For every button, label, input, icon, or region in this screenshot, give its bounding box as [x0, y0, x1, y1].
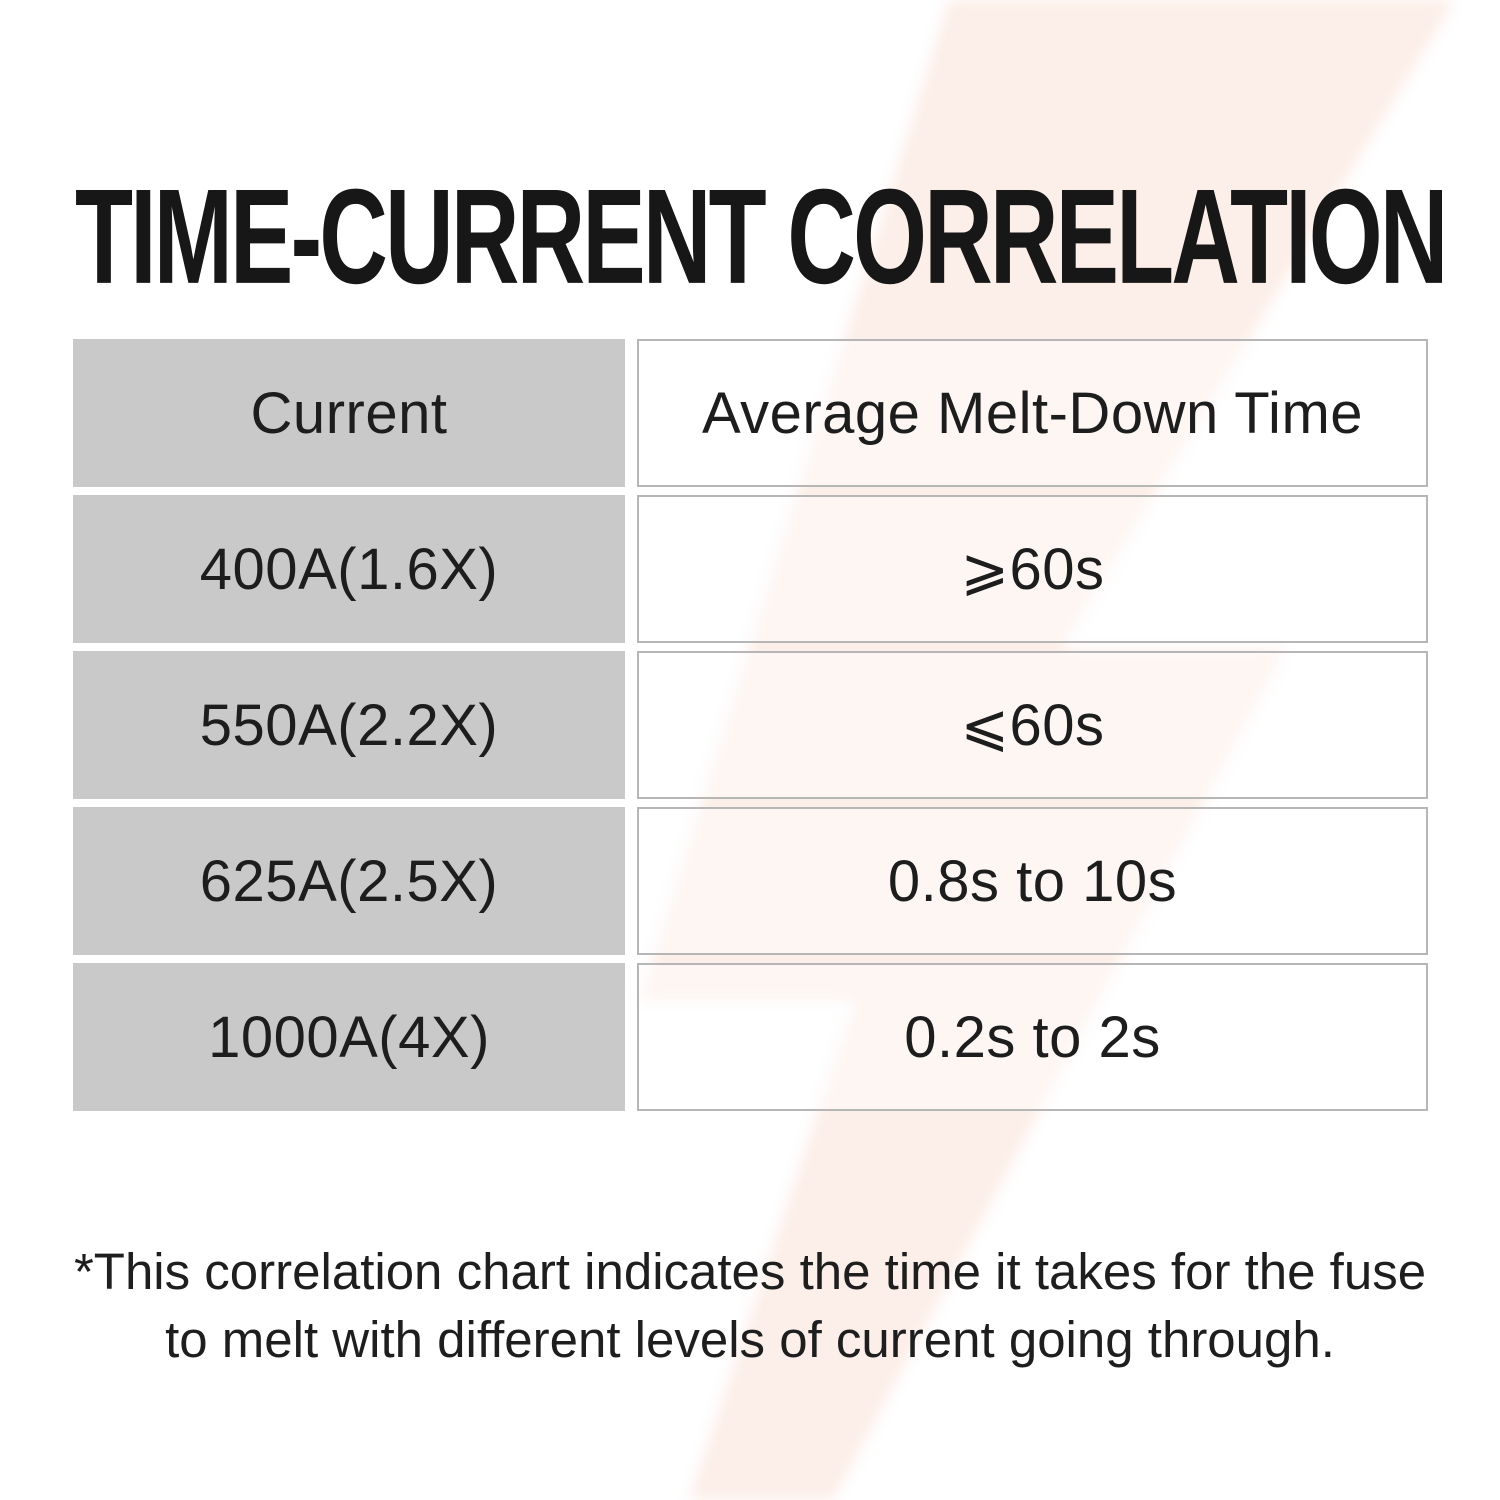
current-cell: 1000A(4X) — [73, 963, 625, 1111]
footnote: *This correlation chart indicates the ti… — [0, 1238, 1500, 1374]
correlation-table: Current Average Melt-Down Time 400A(1.6X… — [73, 339, 1428, 1111]
column-header-melt-time: Average Melt-Down Time — [637, 339, 1428, 487]
melt-time-cell: 0.2s to 2s — [637, 963, 1428, 1111]
page-title: TIME-CURRENT CORRELATION — [75, 161, 1448, 313]
melt-time-cell: 0.8s to 10s — [637, 807, 1428, 955]
current-cell: 400A(1.6X) — [73, 495, 625, 643]
melt-time-cell: ⩾60s — [637, 495, 1428, 643]
column-header-current: Current — [73, 339, 625, 487]
melt-time-cell: ⩽60s — [637, 651, 1428, 799]
current-cell: 625A(2.5X) — [73, 807, 625, 955]
footnote-line-1: *This correlation chart indicates the ti… — [73, 1243, 1427, 1300]
current-cell: 550A(2.2X) — [73, 651, 625, 799]
footnote-line-2: to melt with different levels of current… — [165, 1311, 1335, 1368]
